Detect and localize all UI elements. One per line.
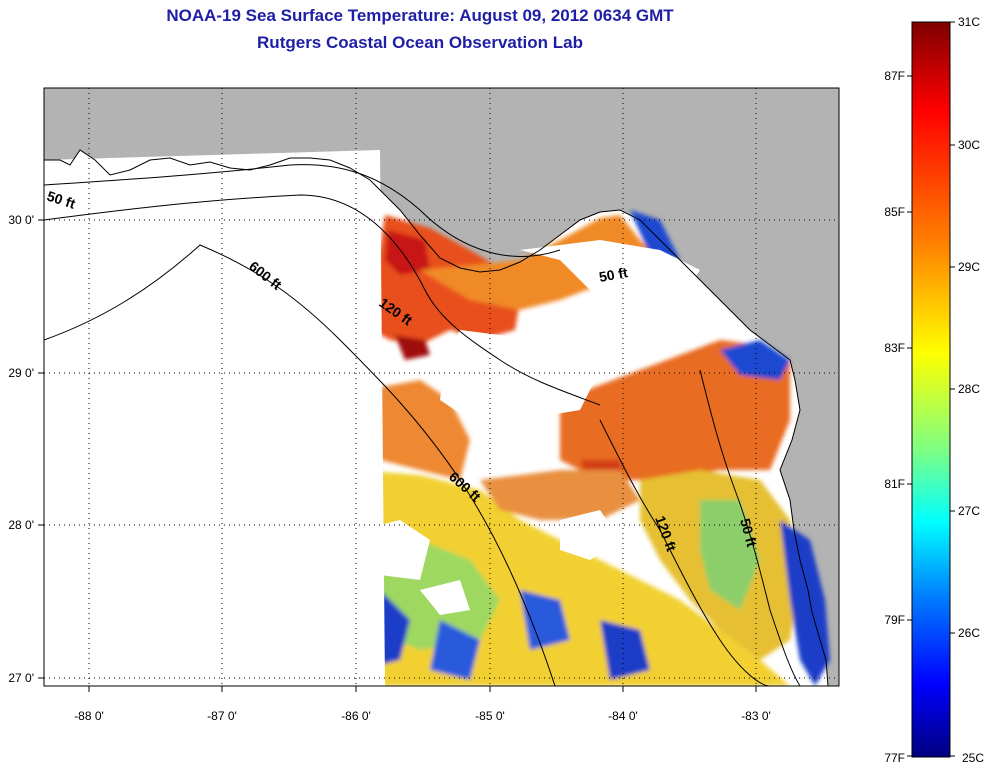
colorbar-celsius-label: 31C xyxy=(958,15,980,29)
lon-tick-label: -83 0' xyxy=(741,709,771,723)
lon-tick-label: -84 0' xyxy=(608,709,638,723)
colorbar-fahrenheit-label: 85F xyxy=(884,205,905,219)
chart-title: NOAA-19 Sea Surface Temperature: August … xyxy=(166,6,674,25)
chart-subtitle: Rutgers Coastal Ocean Observation Lab xyxy=(257,33,583,52)
contour-label: 50 ft xyxy=(598,264,629,285)
lat-tick-label: 29 0' xyxy=(8,366,34,380)
cloud-mask xyxy=(44,150,700,686)
contour-50ft-east xyxy=(699,369,801,686)
contour-label: 50 ft xyxy=(737,517,760,549)
lat-tick-label: 27 0' xyxy=(8,671,34,685)
sst-field xyxy=(340,210,830,686)
colorbar-fahrenheit-label: 81F xyxy=(884,477,905,491)
colorbar-fahrenheit-label: 87F xyxy=(884,69,905,83)
colorbar xyxy=(911,21,951,758)
colorbar-celsius-label: 30C xyxy=(958,138,980,152)
contour-120ft-east xyxy=(599,419,771,686)
coastline xyxy=(44,149,829,686)
lon-tick-label: -87 0' xyxy=(207,709,237,723)
lat-tick-label: 28 0' xyxy=(8,518,34,532)
colorbar-celsius-label: 25C xyxy=(962,751,984,765)
lon-tick-label: -86 0' xyxy=(341,709,371,723)
colorbar-celsius-label: 28C xyxy=(958,382,980,396)
colorbar-celsius-label: 26C xyxy=(958,626,980,640)
contour-600ft xyxy=(44,244,556,686)
lat-tick-label: 30 0' xyxy=(8,213,34,227)
colorbar-celsius-label: 27C xyxy=(958,504,980,518)
depth-contours xyxy=(44,164,801,686)
lon-tick-label: -88 0' xyxy=(74,709,104,723)
contour-120ft-west xyxy=(44,194,601,406)
colorbar-fahrenheit-label: 83F xyxy=(884,341,905,355)
colorbar-fahrenheit-label: 79F xyxy=(884,613,905,627)
colorbar-celsius-label: 29C xyxy=(958,260,980,274)
colorbar-ticks xyxy=(907,21,955,757)
lon-tick-label: -85 0' xyxy=(475,709,505,723)
colorbar-fahrenheit-label: 77F xyxy=(884,751,905,765)
ticks xyxy=(38,219,757,692)
land-mass xyxy=(44,88,839,686)
contour-50ft-west xyxy=(44,164,561,257)
map-border xyxy=(43,87,840,687)
